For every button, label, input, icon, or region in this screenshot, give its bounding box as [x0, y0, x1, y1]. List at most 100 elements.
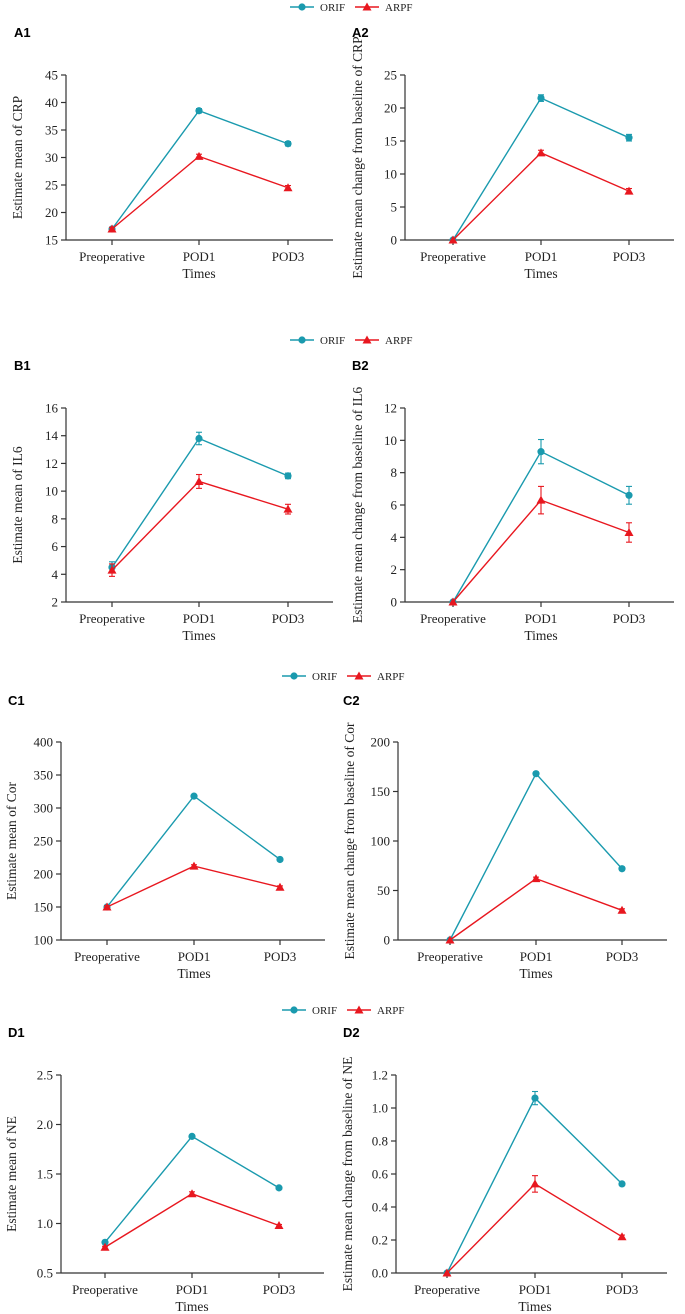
- y-tick-label: 15: [384, 134, 397, 149]
- series-arpf: [442, 1175, 627, 1277]
- series-line: [104, 1193, 280, 1248]
- legend-label-arpf: ARPF: [385, 2, 413, 14]
- series-arpf: [107, 473, 293, 577]
- x-tick-label: POD1: [178, 949, 211, 964]
- y-tick-label: 2: [52, 595, 59, 610]
- x-tick-label: POD3: [272, 611, 305, 626]
- y-tick-label: 0: [384, 933, 391, 948]
- data-point-orif: [532, 770, 540, 778]
- y-tick-label: 6: [52, 539, 59, 554]
- series-orif: [449, 94, 633, 244]
- panel-label: A1: [14, 25, 31, 40]
- data-point-orif: [618, 1180, 626, 1188]
- y-tick-label: 35: [45, 123, 58, 138]
- y-tick-label: 10: [384, 167, 397, 182]
- y-tick-label: 1.5: [37, 1167, 53, 1182]
- series-line: [452, 499, 630, 603]
- y-tick-label: 20: [45, 205, 58, 220]
- data-point-orif: [284, 140, 292, 148]
- x-tick-label: Preoperative: [420, 611, 486, 626]
- x-tick-label: Preoperative: [420, 249, 486, 264]
- panel-label: C1: [8, 693, 25, 708]
- legend: ORIF ARPF: [282, 671, 405, 683]
- legend-marker-arpf: [362, 335, 372, 344]
- series-line: [111, 480, 289, 571]
- panel-label: D1: [8, 1025, 25, 1040]
- y-tick-label: 10: [384, 433, 397, 448]
- y-tick-label: 15: [45, 233, 58, 248]
- data-point-orif: [537, 448, 545, 456]
- data-point-arpf: [624, 527, 634, 536]
- y-tick-label: 350: [34, 768, 54, 783]
- y-tick-label: 200: [371, 735, 391, 750]
- legend-marker-orif: [290, 1006, 298, 1014]
- data-point-orif: [284, 472, 292, 480]
- x-tick-label: Preoperative: [417, 949, 483, 964]
- x-tick-label: POD1: [183, 249, 216, 264]
- x-axis-title: Times: [518, 1299, 551, 1314]
- panel-label: A2: [352, 25, 369, 40]
- panel-label: B1: [14, 358, 31, 373]
- chart-c1: C1 100 150 200 250 300 350 400 Preoperative POD1 P…: [4, 693, 325, 981]
- y-tick-label: 20: [384, 101, 397, 116]
- series-line: [111, 109, 289, 230]
- series-orif: [449, 438, 633, 606]
- legend-label-arpf: ARPF: [377, 671, 405, 683]
- y-axis-title: Estimate mean of NE: [4, 1116, 19, 1232]
- y-tick-label: 0.8: [372, 1134, 388, 1149]
- data-point-arpf: [187, 1189, 197, 1198]
- legend-label-orif: ORIF: [320, 335, 345, 347]
- y-tick-label: 14: [45, 428, 59, 443]
- chart-a1: A1 15 20 25 30 35 40 45 Preoperative POD1 POD3 Time…: [10, 25, 333, 281]
- y-tick-label: 0: [391, 233, 398, 248]
- y-tick-label: 30: [45, 150, 58, 165]
- y-tick-label: 100: [371, 834, 391, 849]
- x-tick-label: Preoperative: [74, 949, 140, 964]
- series-orif: [108, 431, 292, 574]
- y-tick-label: 5: [391, 200, 398, 215]
- y-tick-label: 25: [45, 178, 58, 193]
- data-point-arpf: [448, 597, 458, 606]
- x-tick-label: POD1: [183, 611, 216, 626]
- y-tick-label: 100: [34, 933, 54, 948]
- x-tick-label: Preoperative: [79, 249, 145, 264]
- series-line: [449, 877, 623, 941]
- data-point-arpf: [448, 235, 458, 244]
- y-tick-label: 300: [34, 801, 54, 816]
- chart-b2: B2 0 2 4 6 8 10 12 Preoperative POD1 POD3 Times Esti…: [350, 358, 674, 643]
- data-point-arpf: [194, 151, 204, 160]
- y-tick-label: 8: [52, 511, 59, 526]
- x-axis-title: Times: [519, 966, 552, 981]
- x-axis-title: Times: [175, 1299, 208, 1314]
- y-axis-title: Estimate mean change from baseline of IL…: [350, 387, 365, 623]
- x-tick-label: POD1: [520, 949, 553, 964]
- data-point-orif: [190, 792, 198, 800]
- series-arpf: [102, 861, 285, 911]
- data-point-arpf: [617, 905, 627, 914]
- data-point-arpf: [274, 1220, 284, 1229]
- x-tick-label: Preoperative: [414, 1282, 480, 1297]
- legend: ORIF ARPF: [290, 2, 413, 14]
- y-tick-label: 40: [45, 95, 58, 110]
- y-tick-label: 0: [391, 595, 398, 610]
- data-point-arpf: [624, 186, 634, 195]
- data-point-orif: [275, 1184, 283, 1192]
- x-tick-label: POD3: [606, 949, 639, 964]
- panel-label: D2: [343, 1025, 360, 1040]
- data-point-arpf: [107, 224, 117, 233]
- data-point-arpf: [617, 1232, 627, 1241]
- series-line: [452, 450, 630, 603]
- x-axis-title: Times: [182, 266, 215, 281]
- y-tick-label: 0.4: [372, 1200, 389, 1215]
- y-axis-title: Estimate mean of IL6: [10, 446, 25, 564]
- series-arpf: [448, 485, 634, 606]
- chart-a2: A2 0 5 10 15 20 25 Preoperative POD1 POD3 Times Est…: [350, 25, 674, 281]
- series-arpf: [107, 151, 293, 233]
- data-point-orif: [625, 134, 633, 142]
- y-tick-label: 2: [391, 562, 398, 577]
- data-point-arpf: [536, 495, 546, 504]
- x-tick-label: POD3: [613, 249, 646, 264]
- legend: ORIF ARPF: [282, 1005, 405, 1017]
- legend-label-orif: ORIF: [320, 2, 345, 14]
- series-line: [106, 795, 281, 908]
